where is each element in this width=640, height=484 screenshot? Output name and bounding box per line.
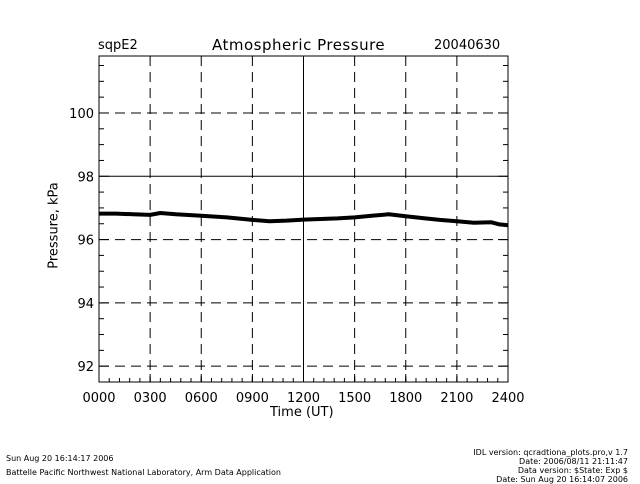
x-tick-label: 0900	[236, 391, 269, 406]
y-tick-label: 92	[77, 360, 94, 375]
x-tick-label: 2400	[491, 391, 524, 406]
footer-version-info: IDL version: qcradtiona_plots.pro,v 1.7 …	[473, 448, 628, 484]
x-tick-label: 0600	[185, 391, 218, 406]
station-label: sqpE2	[98, 38, 138, 53]
x-tick-label: 0300	[134, 391, 167, 406]
x-tick-label: 1200	[287, 391, 320, 406]
x-tick-label: 1800	[389, 391, 422, 406]
footer-version-line: Data version: $State: Exp $	[517, 466, 628, 475]
pressure-series-line	[99, 211, 509, 228]
x-tick-label: 0000	[82, 391, 115, 406]
y-tick-label: 100	[69, 107, 94, 122]
date-label: 20040630	[434, 38, 501, 53]
y-axis-label: Pressure, kPa	[46, 182, 62, 269]
x-tick-label: 1500	[338, 391, 371, 406]
footer-version-line: IDL version: qcradtiona_plots.pro,v 1.7	[473, 448, 628, 457]
footer-version-line: Date: 2006/08/11 21:11:47	[519, 457, 628, 466]
y-tick-label: 94	[77, 297, 94, 312]
footer-credit: Battelle Pacific Northwest National Labo…	[6, 468, 281, 477]
footer-timestamp: Sun Aug 20 16:14:17 2006	[6, 454, 114, 463]
x-axis-label: Time (UT)	[270, 405, 334, 420]
x-tick-label: 2100	[440, 391, 473, 406]
chart-title: Atmospheric Pressure	[212, 36, 386, 54]
y-tick-label: 96	[77, 234, 94, 249]
y-tick-label: 98	[77, 170, 94, 185]
